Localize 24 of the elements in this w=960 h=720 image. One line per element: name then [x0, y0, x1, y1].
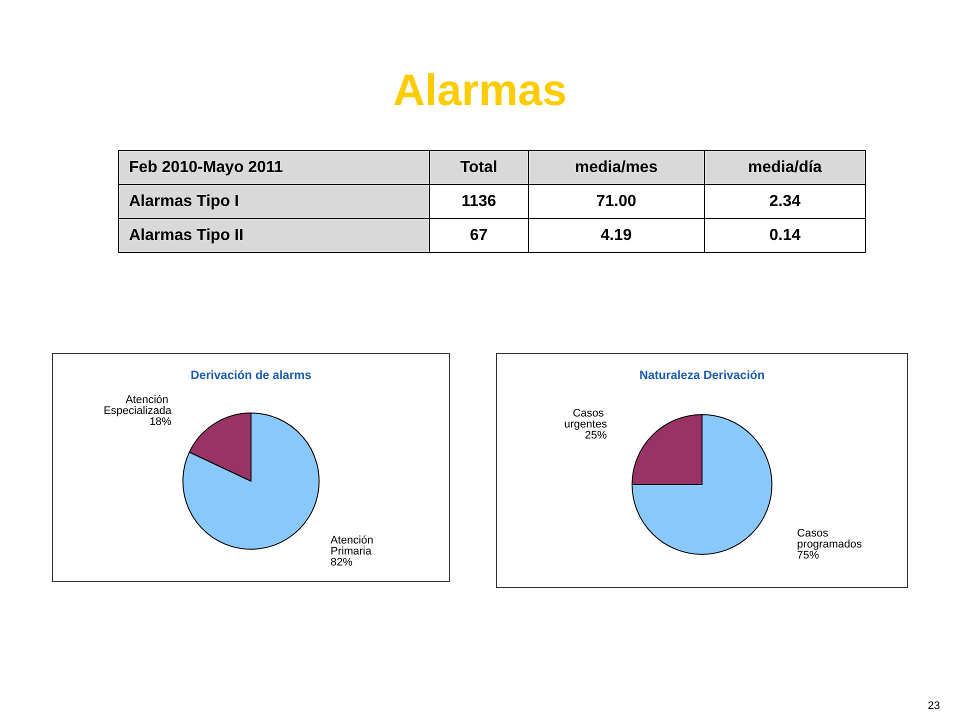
chart-title: Naturaleza Derivación — [639, 368, 765, 382]
category-label: Alarmas Tipo I — [129, 192, 239, 210]
data-label: 25% — [584, 429, 608, 442]
text: 23 — [928, 700, 940, 712]
text: Feb 2010-Mayo 2011 — [118, 150, 430, 184]
data-label: 75% — [797, 550, 820, 562]
text: 67 — [470, 226, 488, 244]
chart-title: Derivación de alarms — [190, 368, 312, 382]
slice-label: Atención Especializada — [104, 394, 172, 417]
text: Alarmas — [392, 66, 568, 116]
category-label: media/mes — [528, 150, 704, 184]
text: 1136 — [461, 192, 496, 210]
category-label: Total — [430, 150, 528, 184]
text: 2.34 — [769, 192, 800, 210]
data-label: 18% — [149, 416, 172, 428]
text: 0.14 — [769, 226, 800, 244]
category-label: Alarmas Tipo II — [129, 226, 244, 244]
slice-label: Atención Primaria — [330, 534, 376, 558]
data-label: 82% — [330, 556, 353, 568]
slice-label: Casos urgentes — [564, 407, 608, 430]
slice-label: Casos programados — [797, 528, 862, 551]
text: 71.00 — [596, 192, 636, 210]
category-label: media/día — [704, 150, 866, 184]
text: 4.19 — [600, 226, 632, 244]
